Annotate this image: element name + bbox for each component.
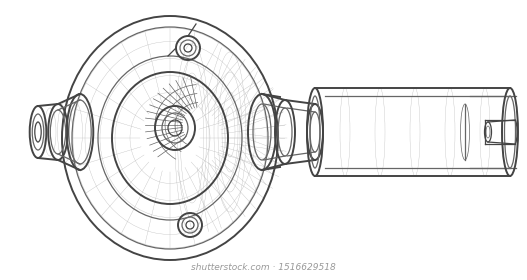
Text: shutterstock.com · 1516629518: shutterstock.com · 1516629518 xyxy=(191,263,335,272)
